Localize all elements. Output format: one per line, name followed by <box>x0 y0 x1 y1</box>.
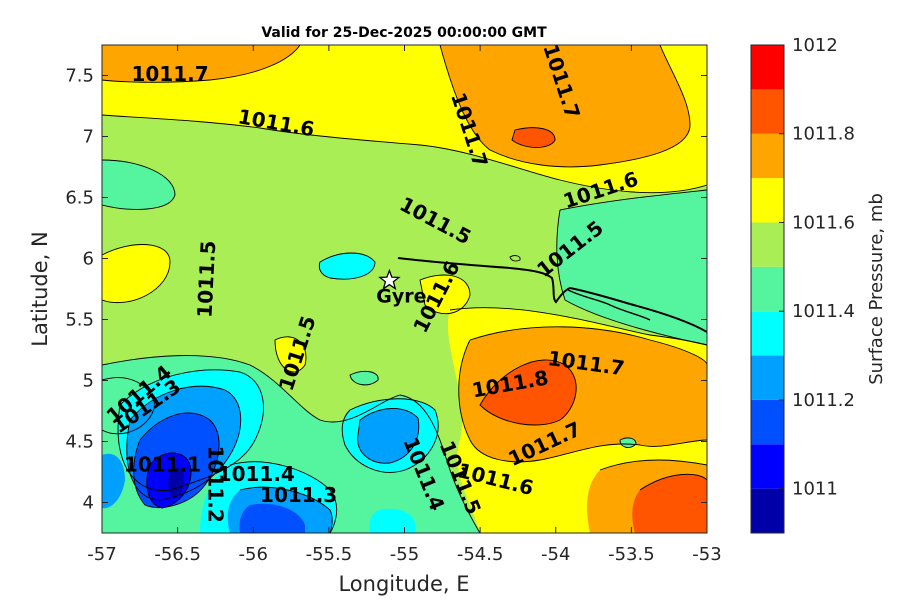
colorbar-tick-label: 1012 <box>792 35 838 56</box>
contour-fill-1011-8 <box>480 127 707 533</box>
location-markers: Gyre <box>376 268 427 307</box>
coastline-inlet <box>567 289 651 321</box>
colorbar-band <box>751 178 784 223</box>
contour-label: 1011.2 <box>203 446 227 523</box>
marker-label: Gyre <box>376 285 426 307</box>
star-marker-icon <box>378 268 401 291</box>
x-tick-label: -55 <box>390 544 419 565</box>
x-tick-label: -53 <box>692 544 721 565</box>
contour-label: 1011.7 <box>131 62 208 86</box>
y-tick-label: 5 <box>83 371 94 392</box>
colorbar-title: Surface Pressure, mb <box>866 193 887 385</box>
y-tick-label: 7.5 <box>65 66 94 87</box>
x-tick-label: -54 <box>541 544 570 565</box>
contour-label: 1011.5 <box>192 240 220 318</box>
x-tick-label: -53.5 <box>608 544 655 565</box>
colorbar-band <box>751 89 784 134</box>
colorbar: 1011 1011.2 1011.4 1011.6 1011.8 1012 <box>750 35 855 534</box>
y-tick-label: 4.5 <box>65 432 94 453</box>
colorbar-band <box>751 311 784 356</box>
x-tick-label: -56.5 <box>154 544 201 565</box>
colorbar-band <box>751 399 784 445</box>
colorbar-band <box>751 45 784 90</box>
plot-area <box>102 45 707 533</box>
colorbar-frame <box>750 44 785 534</box>
contour-label: 1011.4 <box>218 462 295 486</box>
contour-label: 1011.3 <box>260 483 337 507</box>
y-axis-title: Latitude, N <box>28 231 52 347</box>
y-tick-label: 6 <box>83 249 94 270</box>
x-axis: -57 -56.5 -56 -55.5 -55 -54.5 -54 -53.5 -53 <box>87 45 722 565</box>
chart-title: Valid for 25-Dec-2025 00:00:00 GMT <box>261 25 547 41</box>
colorbar-tick-label: 1011.4 <box>792 301 855 322</box>
colorbar-band <box>751 355 784 400</box>
x-tick-label: -54.5 <box>457 544 504 565</box>
y-tick-label: 7 <box>83 127 94 148</box>
contour-lines <box>102 45 707 533</box>
colorbar-tick-label: 1011.6 <box>792 212 855 233</box>
colorbar-band <box>751 133 784 179</box>
contour-fill-1011-0 <box>146 452 191 508</box>
colorbar-band <box>751 266 784 312</box>
x-tick-label: -55.5 <box>306 544 353 565</box>
colorbar-tick-label: 1011.2 <box>792 390 855 411</box>
y-tick-label: 4 <box>83 493 94 514</box>
colorbar-band <box>751 222 784 267</box>
x-tick-label: -56 <box>239 544 268 565</box>
x-tick-label: -57 <box>87 544 116 565</box>
colorbar-tick-label: 1011 <box>792 479 838 500</box>
y-axis: 4 4.5 5 5.5 6 6.5 7 7.5 <box>65 66 707 514</box>
colorbar-band <box>751 444 784 489</box>
contour-label: 1011.1 <box>124 452 201 476</box>
colorbar-tick-label: 1011.8 <box>792 124 855 145</box>
y-tick-label: 5.5 <box>65 310 94 331</box>
y-tick-label: 6.5 <box>65 188 94 209</box>
colorbar-band <box>751 488 784 533</box>
x-axis-title: Longitude, E <box>338 572 469 596</box>
coastline <box>397 257 707 333</box>
